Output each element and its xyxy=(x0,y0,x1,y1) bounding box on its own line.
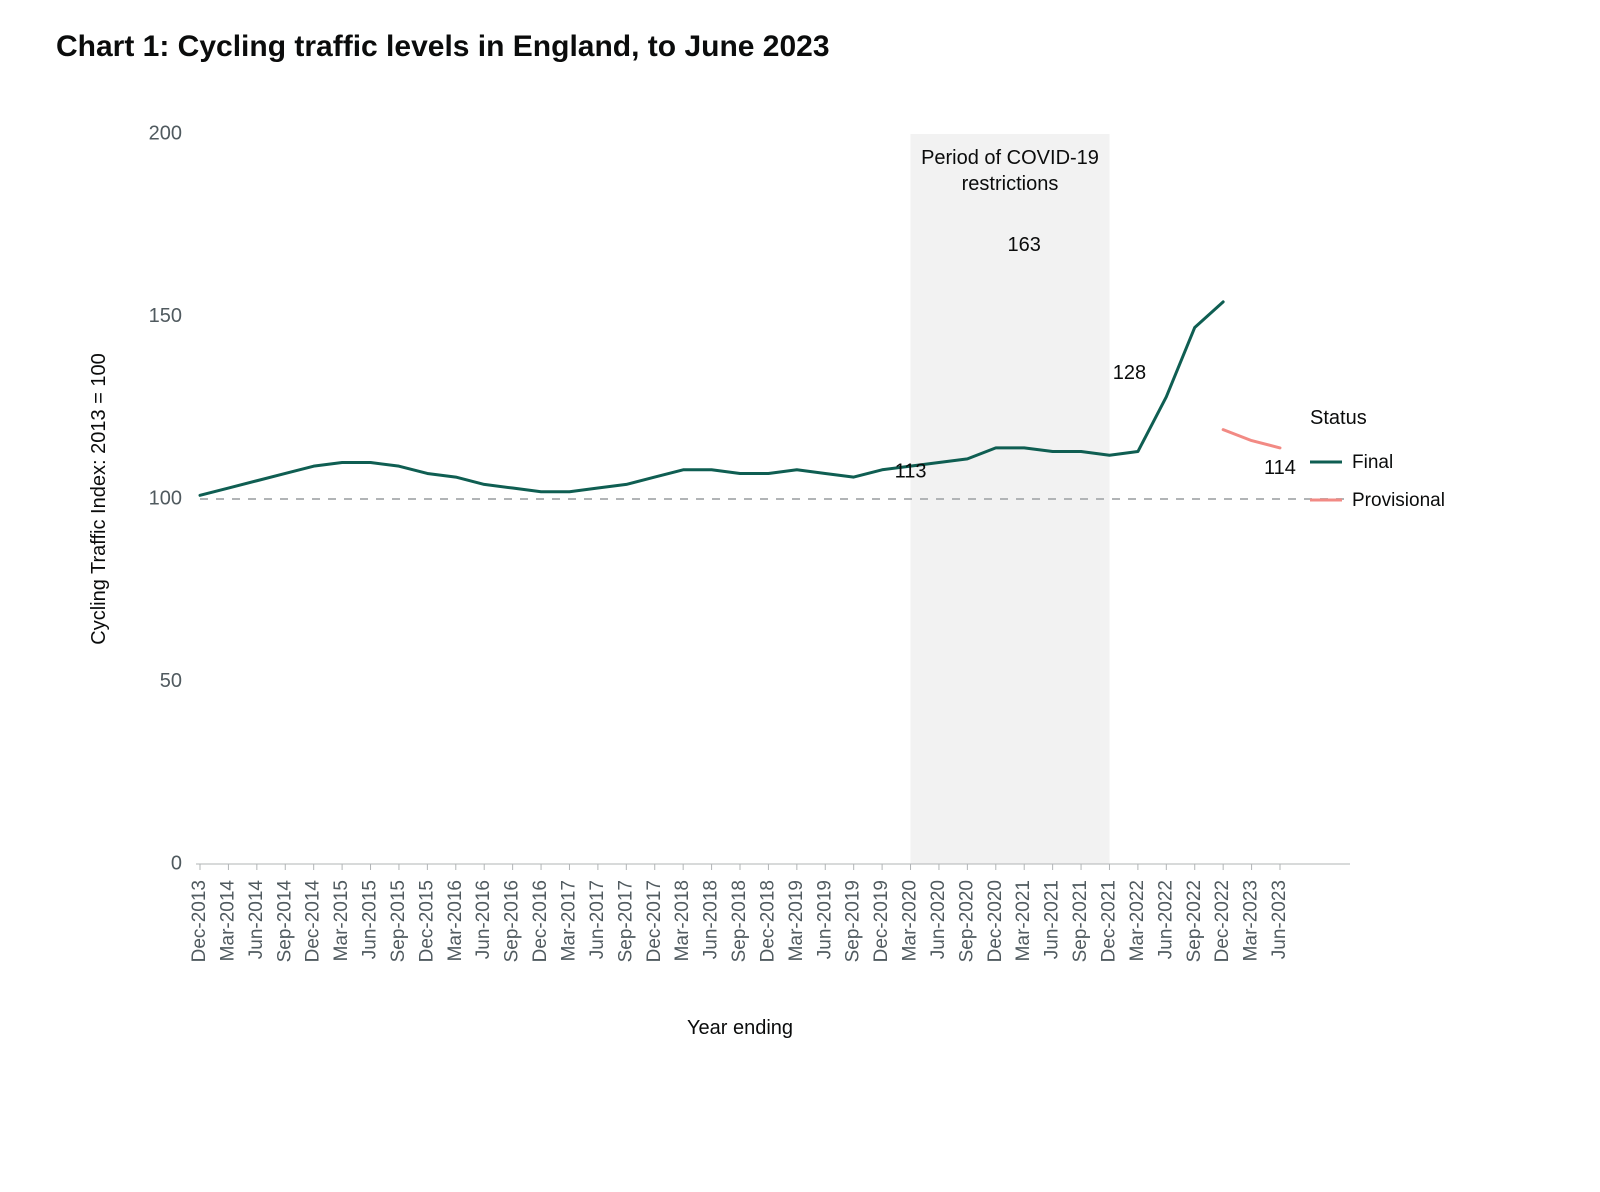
legend-item-label: Provisional xyxy=(1352,490,1445,511)
x-tick-label: Dec-2015 xyxy=(416,880,437,962)
x-tick-label: Sep-2017 xyxy=(615,880,636,962)
x-tick-label: Dec-2016 xyxy=(530,880,551,962)
x-tick-label: Jun-2023 xyxy=(1269,880,1290,959)
x-tick-label: Mar-2017 xyxy=(558,880,579,961)
x-tick-label: Jun-2021 xyxy=(1042,880,1063,959)
covid-band-label: restrictions xyxy=(962,173,1059,195)
data-label: 128 xyxy=(1113,362,1146,384)
x-tick-label: Dec-2022 xyxy=(1212,880,1233,962)
x-tick-label: Sep-2016 xyxy=(502,880,523,962)
x-axis-label: Year ending xyxy=(687,1017,793,1039)
y-axis-label: Cycling Traffic Index: 2013 = 100 xyxy=(88,353,110,644)
y-tick-label: 100 xyxy=(149,487,182,509)
x-tick-label: Jun-2019 xyxy=(814,880,835,959)
series-provisional xyxy=(1223,430,1280,448)
x-tick-label: Dec-2017 xyxy=(644,880,665,962)
x-tick-label: Jun-2016 xyxy=(473,880,494,959)
x-tick-label: Mar-2019 xyxy=(786,880,807,961)
line-chart: Period of COVID-19 restrictions 0 50 100 150 2… xyxy=(50,94,1530,1144)
x-tick-label: Mar-2016 xyxy=(445,880,466,961)
x-tick-label: Sep-2021 xyxy=(1070,880,1091,962)
x-tick-label: Dec-2020 xyxy=(985,880,1006,962)
x-tick-label: Jun-2017 xyxy=(587,880,608,959)
legend-item-label: Final xyxy=(1352,452,1393,473)
x-tick-label: Jun-2022 xyxy=(1155,880,1176,959)
data-label: 113 xyxy=(895,461,927,483)
data-label: 163 xyxy=(1008,234,1041,256)
y-tick-label: 0 xyxy=(171,852,182,874)
x-tick-label: Mar-2021 xyxy=(1013,880,1034,961)
x-tick-label: Sep-2018 xyxy=(729,880,750,962)
chart-title: Chart 1: Cycling traffic levels in Engla… xyxy=(56,30,1540,64)
x-tick-label: Dec-2014 xyxy=(303,880,324,963)
x-tick-label: Sep-2015 xyxy=(388,880,409,962)
y-tick-label: 150 xyxy=(149,305,182,327)
y-tick-label: 50 xyxy=(160,670,182,692)
x-tick-label: Dec-2019 xyxy=(871,880,892,962)
x-tick-label: Sep-2019 xyxy=(843,880,864,962)
x-tick-label: Sep-2020 xyxy=(956,880,977,962)
x-tick-label: Jun-2015 xyxy=(360,880,381,959)
chart-container: Period of COVID-19 restrictions 0 50 100 150 2… xyxy=(50,94,1530,1144)
x-tick-label: Jun-2018 xyxy=(701,880,722,959)
x-tick-label: Dec-2018 xyxy=(757,880,778,962)
x-tick-label: Jun-2020 xyxy=(928,880,949,959)
x-tick-label: Mar-2022 xyxy=(1127,880,1148,961)
x-tick-label: Sep-2014 xyxy=(274,880,295,963)
x-tick-label: Mar-2018 xyxy=(672,880,693,961)
x-tick-label: Dec-2021 xyxy=(1098,880,1119,962)
legend-title: Status xyxy=(1310,407,1367,429)
x-tick-label: Sep-2022 xyxy=(1184,880,1205,962)
x-tick-label: Mar-2023 xyxy=(1241,880,1262,961)
x-tick-label: Dec-2013 xyxy=(189,880,210,962)
x-tick-label: Jun-2014 xyxy=(246,880,267,960)
covid-band-label: Period of COVID-19 xyxy=(921,147,1099,169)
y-tick-label: 200 xyxy=(149,122,182,144)
data-label: 114 xyxy=(1264,457,1296,479)
x-tick-label: Mar-2020 xyxy=(900,880,921,961)
x-tick-label: Mar-2015 xyxy=(331,880,352,961)
x-tick-label: Mar-2014 xyxy=(217,880,238,962)
